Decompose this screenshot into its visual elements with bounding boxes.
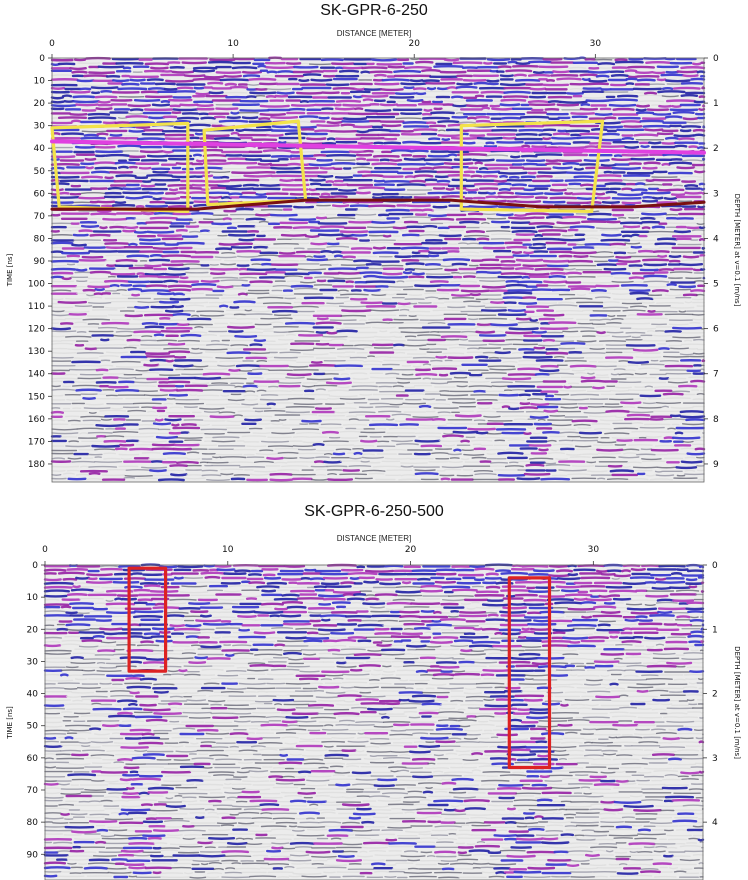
y-tick-label: 20 [27,625,39,635]
y2-tick-label: 5 [713,280,719,290]
y-tick-label: 170 [28,437,45,447]
y2-axis-label: DEPTH [METER] at v=0.1 [m/ns] [733,194,741,307]
y-axis-label: TIME [ns] [6,253,14,287]
reflection-texture [50,56,706,482]
annotation-line-4 [50,139,706,155]
y2-axis-label: DEPTH [METER] at v=0.1 [m/ns] [733,646,741,759]
y-tick-label: 0 [32,561,38,571]
y-tick-label: 90 [34,257,46,267]
radargram-panel-top: SK-GPR-6-250 DISTANCE [METER] 0 10 20 30 0 10… [6,2,741,483]
y2-tick-label: 2 [713,144,719,154]
annotation-box-3 [459,119,605,213]
y-tick-label: 60 [34,189,46,199]
x-tick-label: 0 [42,545,48,555]
plot-frame [51,57,705,483]
y2-tick-label: 4 [713,234,719,244]
y-tick-label: 50 [34,167,46,177]
y2-tick-label: 0 [713,54,719,64]
y-tick-label: 150 [28,392,45,402]
y-tick-label: 120 [28,325,45,335]
y-tick-label: 80 [34,234,46,244]
x-tick-label: 10 [222,545,234,555]
x-axis-label: DISTANCE [METER] [336,29,412,38]
radargram-panel-bottom: SK-GPR-6-250-500 DISTANCE [METER] 0 10 20 3… [0,500,748,880]
y2-tick-label: 4 [712,818,718,828]
y-tick-label: 80 [27,818,39,828]
x-tick-label: 0 [49,39,55,49]
annotation-box-1 [50,121,190,213]
y-tick-label: 160 [28,415,45,425]
radargram-plot: 0 10 20 30 0 10 20 30 40 50 60 70 80 90 0 1 2 3 4 TIME [ns]… [6,545,741,880]
y-tick-label: 10 [34,77,46,87]
y2-tick-label: 1 [713,99,719,109]
y2-tick-label: 8 [713,415,719,425]
radargram-plot: 0 10 20 30010203040506070809010011012013014… [6,39,741,483]
x-tick-label: 10 [227,39,239,49]
chart-title: SK-GPR-6-250 [320,2,428,19]
x-axis-label: DISTANCE [METER] [336,534,412,543]
reflection-texture [43,563,705,879]
y2-tick-label: 7 [713,370,719,380]
y2-tick-label: 3 [712,754,718,764]
x-tick-label: 20 [405,545,417,555]
y-tick-label: 110 [28,302,45,312]
y2-tick-label: 9 [713,460,719,470]
y-tick-label: 40 [27,690,39,700]
y-tick-label: 10 [27,593,39,603]
y-tick-label: 30 [34,122,46,132]
y-tick-label: 20 [34,99,46,109]
y-tick-label: 90 [27,850,39,860]
annotation-box-1 [127,566,168,673]
y-tick-label: 70 [34,212,46,222]
y-tick-label: 130 [28,347,45,357]
y-axis-label: TIME [ns] [6,706,14,740]
y2-tick-label: 1 [712,625,718,635]
y-tick-label: 50 [27,722,39,732]
y-tick-label: 60 [27,754,39,764]
y-tick-label: 140 [28,370,45,380]
y2-tick-label: 6 [713,325,719,335]
y-tick-label: 0 [39,54,45,64]
y2-tick-label: 3 [713,189,719,199]
y-tick-label: 100 [28,280,45,290]
y-tick-label: 70 [27,786,39,796]
y-tick-label: 180 [28,460,45,470]
plot-frame [44,564,704,880]
x-tick-label: 20 [408,39,420,49]
annotation-line-5 [50,198,706,211]
y-tick-label: 30 [27,657,39,667]
y2-tick-label: 2 [712,690,718,700]
chart-title: SK-GPR-6-250-500 [304,503,444,520]
y2-tick-label: 0 [712,561,718,571]
annotation-box-2 [507,576,552,770]
y-tick-label: 40 [34,144,46,154]
x-tick-label: 30 [590,39,602,49]
x-tick-label: 30 [588,545,600,555]
